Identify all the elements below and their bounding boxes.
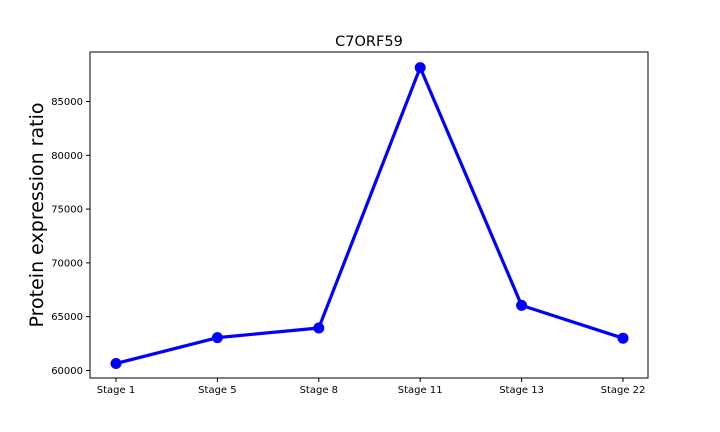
x-axis: Stage 1 Stage 5 Stage 8 Stage 11 Stage 13 Sta… [97, 378, 646, 396]
plot-frame [89, 51, 649, 379]
data-point [211, 332, 223, 344]
series-group [110, 62, 629, 369]
y-axis-label: Protein expression ratio [26, 103, 48, 328]
data-point [414, 62, 426, 74]
x-tick-label: Stage 13 [499, 385, 544, 396]
data-point [516, 299, 528, 311]
y-tick-label: 85000 [51, 97, 83, 108]
x-tick-label: Stage 8 [300, 385, 338, 396]
chart-title: C7ORF59 [335, 34, 403, 50]
series-line [115, 66, 624, 366]
y-tick-label: 75000 [51, 205, 83, 216]
data-point [313, 322, 325, 334]
y-tick-label: 60000 [51, 366, 83, 377]
x-tick-label: Stage 1 [97, 385, 135, 396]
y-axis: 60000 65000 70000 75000 80000 85000 [51, 97, 90, 377]
y-tick-label: 65000 [51, 312, 83, 323]
x-tick-label: Stage 22 [601, 385, 646, 396]
x-tick-label: Stage 5 [198, 385, 236, 396]
data-point [617, 332, 629, 344]
y-tick-label: 70000 [51, 258, 83, 269]
y-tick-label: 80000 [51, 151, 83, 162]
data-point [110, 357, 122, 369]
x-tick-label: Stage 11 [398, 385, 443, 396]
